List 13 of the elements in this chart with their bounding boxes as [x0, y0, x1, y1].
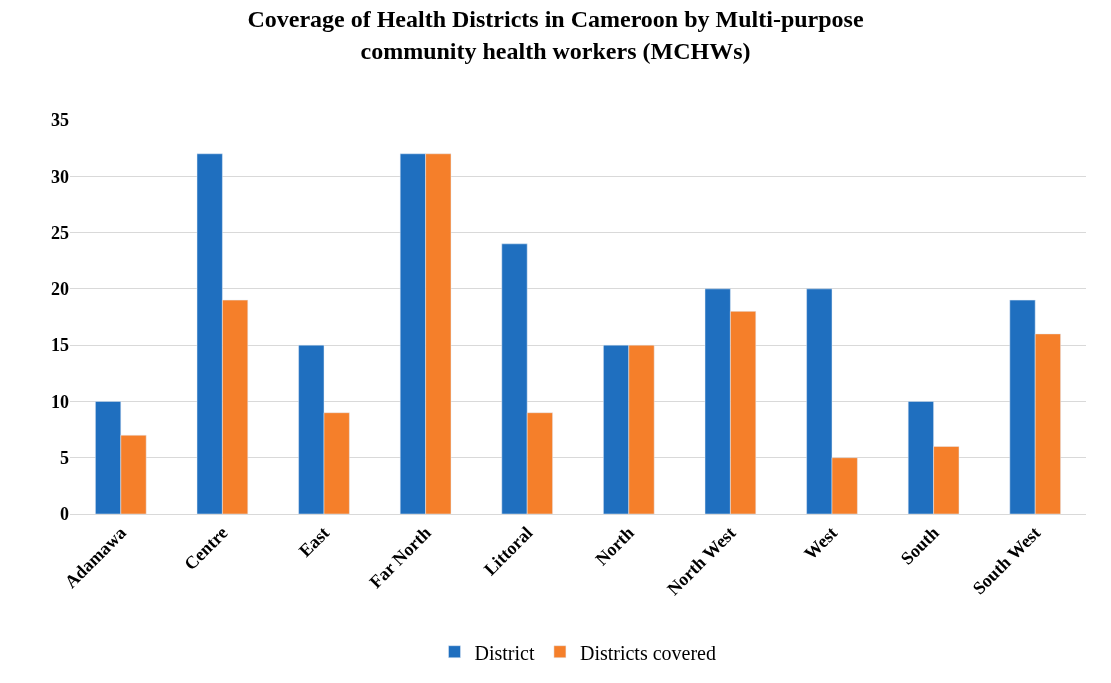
- legend-label: Districts covered: [579, 641, 717, 664]
- y-tick-label: 15: [51, 335, 69, 356]
- chart-title: Coverage of Health Districts in Cameroon by Multi-purpose community health workers (MCHWs): [247, 6, 864, 64]
- y-tick-label: 10: [51, 391, 69, 412]
- y-tick-label: 25: [51, 222, 69, 243]
- x-tick-label: East: [295, 522, 334, 561]
- y-tick-label: 30: [51, 166, 69, 187]
- x-tick-label: West: [800, 522, 842, 564]
- y-tick-label: 20: [51, 279, 69, 300]
- y-tick-label: 35: [51, 110, 69, 131]
- legend-label: District: [474, 641, 535, 664]
- y-tick-label: 0: [60, 504, 69, 525]
- y-tick-label: 5: [60, 448, 69, 469]
